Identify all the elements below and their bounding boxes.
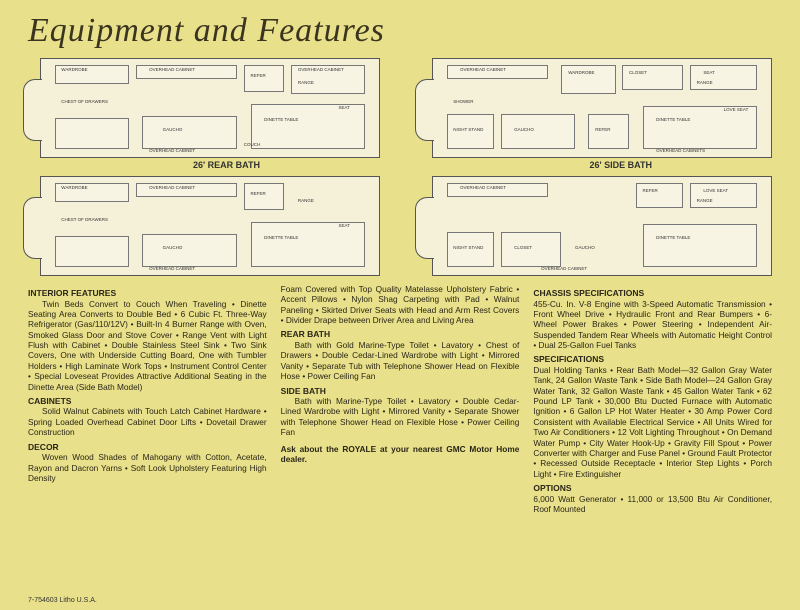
plan-label: LOVE SEAT [703, 189, 728, 194]
text-side-bath: Bath with Marine-Type Toilet • Lavatory … [281, 396, 520, 437]
plan-label: CLOSET [514, 246, 532, 251]
heading-decor: DECOR [28, 442, 267, 453]
plan-label: GAUCHO [163, 128, 183, 133]
column-3: CHASSIS SPECIFICATIONS 455-Cu. In. V-8 E… [533, 284, 772, 514]
text-decor-continued: Foam Covered with Top Quality Matelasse … [281, 284, 520, 325]
plan-label: OVERHEAD CABINET [460, 68, 506, 73]
plan-label: SEAT [338, 106, 349, 111]
plan-top-left-wrap: WARDROBE OVERHEAD CABINET REFER OVERHEAD… [28, 58, 380, 170]
footer-print-code: 7-754603 Litho U.S.A. [28, 597, 97, 604]
plan-label: DINETTE TABLE [264, 236, 298, 241]
column-1: INTERIOR FEATURES Twin Beds Convert to C… [28, 284, 267, 514]
floorplan-26-side-bath-top: OVERHEAD CABINET WARDROBE CLOSET SEAT GA… [432, 58, 772, 158]
plan-label: REFER [251, 74, 266, 79]
text-interior-features: Twin Beds Convert to Couch When Travelin… [28, 299, 267, 392]
plan-label: GAUCHO [514, 128, 534, 133]
ask-dealer-text: Ask about the ROYALE at your nearest GMC… [281, 444, 520, 465]
plan-label: OVERHEAD CABINET [149, 186, 195, 191]
plan-label: DINETTE TABLE [656, 236, 690, 241]
plan-caption-rear-bath: 26' REAR BATH [193, 160, 260, 170]
plan-label: LOVE SEAT [724, 108, 749, 113]
floorplan-26-rear-bath-top: WARDROBE OVERHEAD CABINET REFER OVERHEAD… [40, 58, 380, 158]
heading-side-bath: SIDE BATH [281, 386, 520, 397]
plan-label: DINETTE TABLE [656, 118, 690, 123]
plan-label: NIGHT STAND [453, 246, 483, 251]
text-cabinets: Solid Walnut Cabinets with Touch Latch C… [28, 406, 267, 437]
text-options: 6,000 Watt Generator • 11,000 or 13,500 … [533, 494, 772, 515]
plan-label: DINETTE TABLE [264, 118, 298, 123]
text-chassis-specs: 455-Cu. In. V-8 Engine with 3-Speed Auto… [533, 299, 772, 351]
heading-interior-features: INTERIOR FEATURES [28, 288, 267, 299]
text-decor: Woven Wood Shades of Mahogany with Cotto… [28, 452, 267, 483]
plan-label: SEAT [703, 71, 714, 76]
plan-top-right-wrap: OVERHEAD CABINET WARDROBE CLOSET SEAT GA… [420, 58, 772, 170]
plan-label: OVERHEAD CABINET [460, 186, 506, 191]
plan-label: OVERHEAD CABINET [541, 267, 587, 272]
plan-label: OVERHEAD CABINET [149, 68, 195, 73]
plan-label: WARDROBE [61, 68, 87, 73]
plan-label: GAUCHO [575, 246, 595, 251]
plan-bottom-left-wrap: WARDROBE OVERHEAD CABINET REFER CHEST OF… [28, 176, 380, 276]
heading-chassis-specs: CHASSIS SPECIFICATIONS [533, 288, 772, 299]
heading-options: OPTIONS [533, 483, 772, 494]
plan-label: RANGE [697, 199, 713, 204]
plan-label: REFER [595, 128, 610, 133]
plan-label: OVERHEAD CABINETS [656, 149, 705, 154]
plan-label: OVERHEAD CABINET [149, 267, 195, 272]
plan-label: WARDROBE [568, 71, 594, 76]
heading-specifications: SPECIFICATIONS [533, 354, 772, 365]
plan-label: CLOSET [629, 71, 647, 76]
floorplan-grid: WARDROBE OVERHEAD CABINET REFER OVERHEAD… [28, 58, 772, 276]
plan-label: NIGHT STAND [453, 128, 483, 133]
floorplan-side-bath-bottom: OVERHEAD CABINET REFER LOVE SEAT NIGHT S… [432, 176, 772, 276]
plan-label: CHEST OF DRAWERS [61, 218, 108, 223]
plan-label: RANGE [697, 81, 713, 86]
plan-label: REFER [251, 192, 266, 197]
plan-label: GAUCHO [163, 246, 183, 251]
plan-bottom-right-wrap: OVERHEAD CABINET REFER LOVE SEAT NIGHT S… [420, 176, 772, 276]
text-specifications: Dual Holding Tanks • Rear Bath Model—32 … [533, 365, 772, 479]
plan-label: SEAT [338, 224, 349, 229]
page-title: Equipment and Features [28, 12, 772, 50]
plan-label: OVERHEAD CABINET [149, 149, 195, 154]
plan-label: SHOWER [453, 100, 473, 105]
text-columns: INTERIOR FEATURES Twin Beds Convert to C… [28, 284, 772, 514]
plan-caption-side-bath: 26' SIDE BATH [590, 160, 653, 170]
floorplan-rear-bath-bottom: WARDROBE OVERHEAD CABINET REFER CHEST OF… [40, 176, 380, 276]
column-2: Foam Covered with Top Quality Matelasse … [281, 284, 520, 514]
plan-label: WARDROBE [61, 186, 87, 191]
plan-label: RANGE [298, 199, 314, 204]
heading-cabinets: CABINETS [28, 396, 267, 407]
text-rear-bath: Bath with Gold Marine-Type Toilet • Lava… [281, 340, 520, 381]
plan-label: REFER [643, 189, 658, 194]
plan-label: CHEST OF DRAWERS [61, 100, 108, 105]
plan-label: COUCH [244, 143, 261, 148]
plan-label: OVERHEAD CABINET [298, 68, 344, 73]
heading-rear-bath: REAR BATH [281, 329, 520, 340]
plan-label: RANGE [298, 81, 314, 86]
